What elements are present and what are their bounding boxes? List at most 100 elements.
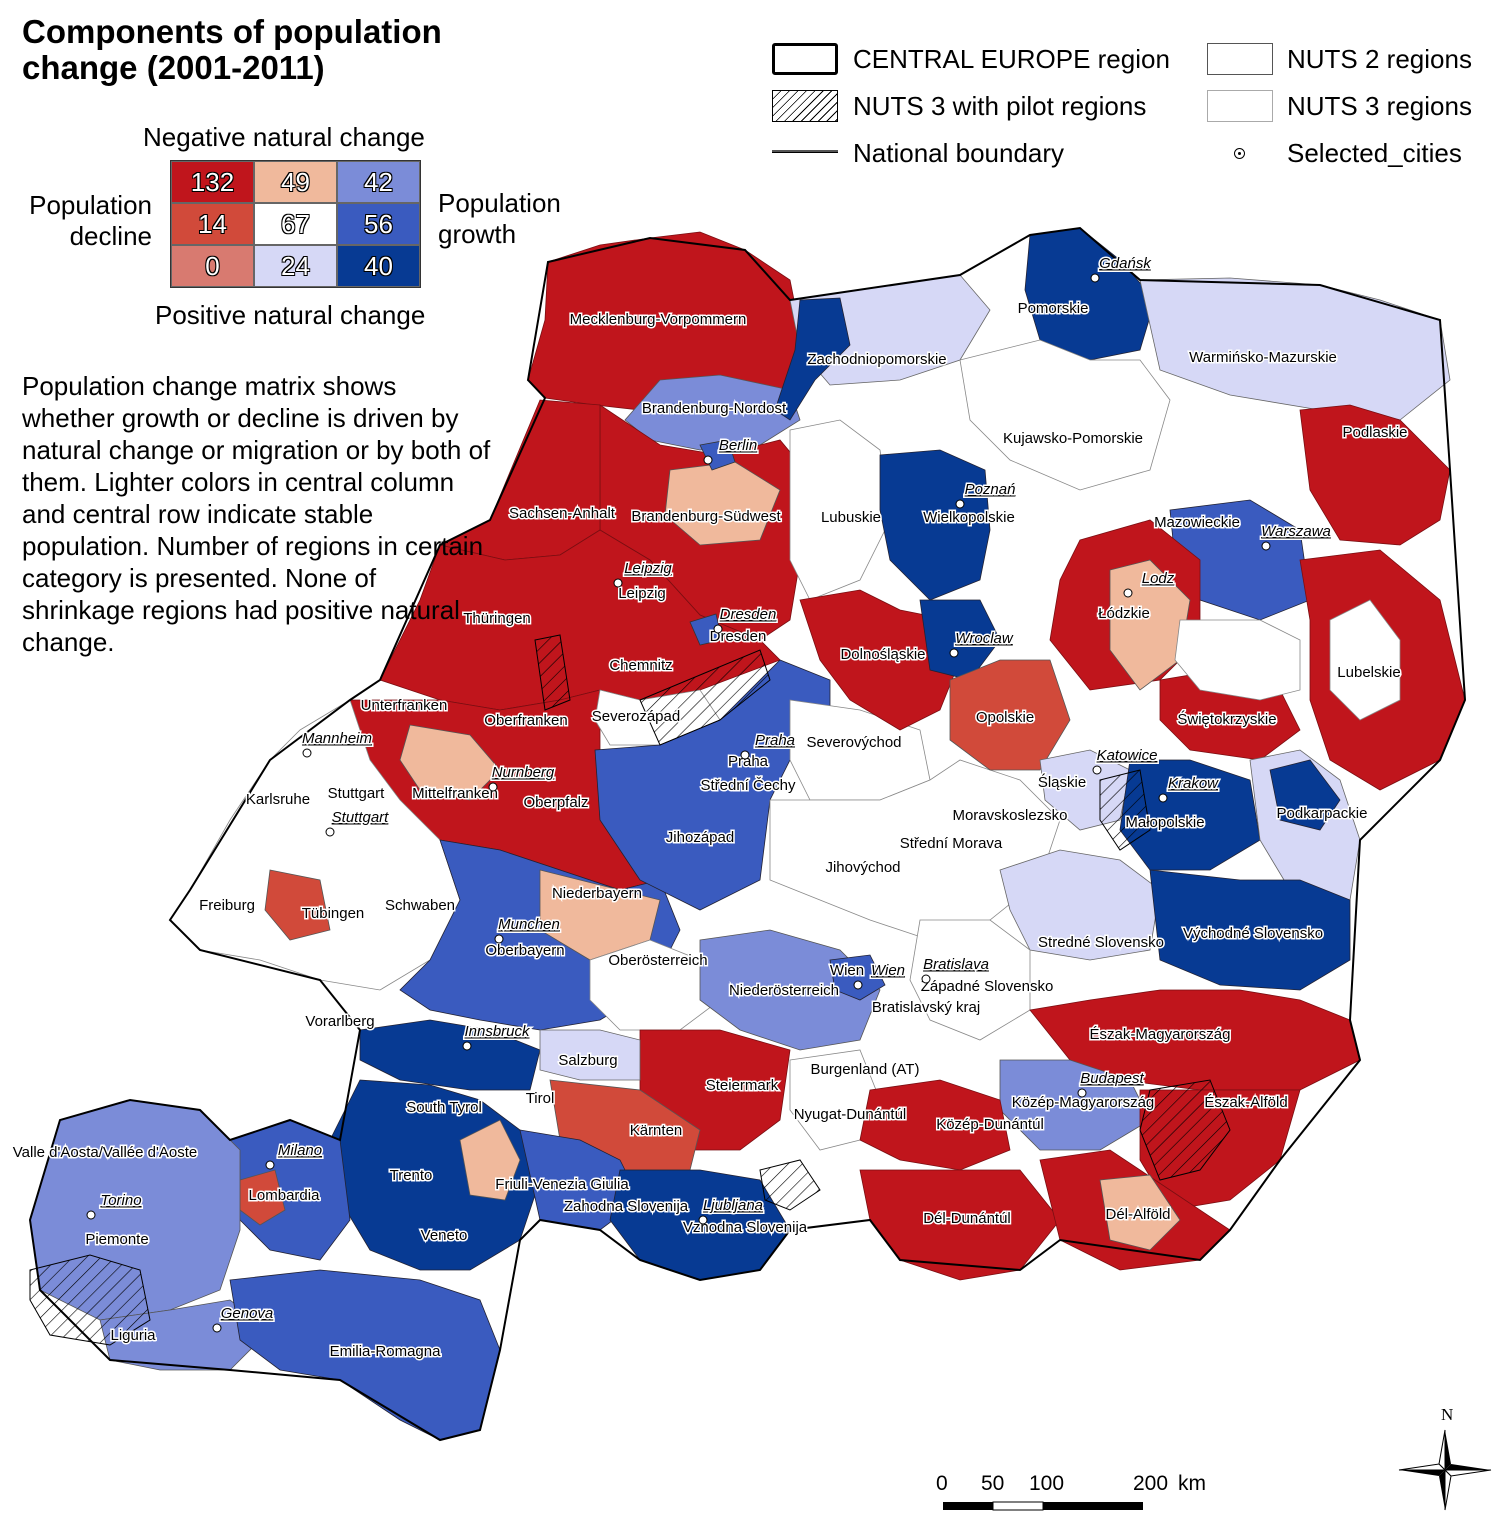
region-label: Unterfranken [361,697,448,714]
region-shape-tuebingen [264,869,331,941]
region-label: Dolnośląskie [840,646,925,663]
legend-boundary-line-icon [772,150,838,153]
city-dot-icon [713,624,723,634]
region-label: Trento [390,1167,433,1184]
region-label: Valle d'Aosta/Vallée d'Aoste [13,1144,197,1161]
region-label: Salzburg [558,1052,617,1069]
region-label: Niederbayern [552,885,642,902]
city-dot-icon [1234,148,1245,159]
region-label: Warmińsko-Mazurskie [1189,349,1337,366]
matrix-left-label: Population decline [29,190,152,251]
region-label: Dél-Dunántúl [923,1210,1011,1227]
title-line-2: change (2001-2011) [22,49,325,86]
region-label: Észak-Alföld [1204,1094,1287,1111]
region-label: Oberbayern [485,942,564,959]
region-label: Śląskie [1038,773,1086,791]
region-shape-dresden [689,613,723,646]
region-label: Liguria [110,1327,156,1344]
pilot-region-krakow-west [1099,769,1151,851]
city-dot-icon [1123,588,1133,598]
region-label: Sachsen-Anhalt [509,505,616,522]
legend-central-europe-swatch [772,43,838,75]
region-label: Brandenburg-Südwest [631,508,781,525]
region-shape-opolskie [949,659,1071,771]
region-label: Stuttgart [328,785,386,802]
region-label: Wien [830,962,864,979]
region-label: Emilia-Romagna [330,1343,442,1360]
city-dot-icon [613,578,623,588]
region-shape-oberoesterreich [589,939,721,1031]
region-shape-podlaskie [1299,404,1451,546]
region-label: Wielkopolskie [923,509,1015,526]
region-label: Mecklenburg-Vorpommern [570,311,747,328]
region-label: Észak-Magyarország [1090,1026,1231,1043]
population-change-matrix: 132 49 42 14 67 56 0 24 40 [170,160,421,288]
region-label: Zachodniopomorskie [807,351,946,368]
region-label: Tübingen [302,905,365,922]
region-label: Podkarpackie [1277,805,1368,822]
city-label: Mannheim [302,730,372,747]
region-label: Friuli-Venezia Giulia [495,1176,629,1193]
city-dot-icon [494,934,504,944]
region-label: Vzhodna Slovenija [683,1219,808,1236]
city-dot-icon [302,748,312,758]
legend-boundary-label: National boundary [853,138,1065,168]
region-label: Oberösterreich [608,952,707,969]
city-dot-icon [212,1323,222,1333]
region-label: Zahodna Slovenija [564,1198,689,1215]
scale-label-0: 0 [936,1472,948,1495]
matrix-cell: 40 [337,245,420,287]
city-label: Wroclaw [955,630,1014,647]
region-shape-mazowieckie-south [1174,619,1301,701]
scale-label-50: 50 [981,1472,1005,1495]
city-dot-icon [740,750,750,760]
region-label: Oberfranken [484,712,567,729]
city-dot-icon [265,1160,275,1170]
city-dot-icon [1090,273,1100,283]
city-label: Lodz [1142,570,1175,587]
region-label: Stredné Slovensko [1038,934,1164,951]
city-dot-icon [1158,793,1168,803]
region-label: Karlsruhe [246,791,310,808]
matrix-description: Population change matrix shows whether g… [22,371,491,657]
region-label: Tirol [526,1090,555,1107]
pilot-region-piemonte [29,1254,151,1346]
scale-label-unit: km [1178,1472,1206,1495]
city-label: Berlin [719,437,757,454]
matrix-cell: 49 [254,161,337,203]
region-shape-mittelfranken [399,724,501,801]
region-label: Thüringen [463,610,531,627]
city-dot-icon [703,455,713,465]
city-dot-icon [1077,1088,1087,1098]
region-shape-kozep-magyarorszag [999,1059,1151,1151]
region-label: Mittelfranken [412,785,498,802]
region-label: Freiburg [199,897,255,914]
city-label: Dresden [720,606,777,623]
city-label: Krakow [1168,775,1219,792]
region-label: Západné Slovensko [921,978,1054,995]
region-label: Severovýchod [806,734,901,751]
region-label: Leipzig [618,585,666,602]
city-label: Gdańsk [1099,255,1152,272]
region-label: Dél-Alföld [1105,1206,1170,1223]
title-line-1: Components of population [22,13,442,50]
matrix-bottom-label: Positive natural change [155,300,426,330]
city-label: Warszawa [1261,523,1331,540]
region-label: Steiermark [706,1077,779,1094]
city-label: Nurnberg [492,764,555,781]
region-shape-wroclaw [919,599,1001,681]
city-label: Poznań [965,481,1016,498]
matrix-cell: 67 [254,203,337,245]
city-label: Munchen [498,916,560,933]
city-dot-icon [86,1210,96,1220]
region-label: Małopolskie [1125,814,1204,831]
region-label: Střední Morava [900,835,1003,852]
region-label: Piemonte [85,1231,148,1248]
region-shape-zachodniopomorskie-blue [774,297,851,421]
legend-central-europe-label: CENTRAL EUROPE region [853,44,1170,74]
region-label: South Tyrol [406,1099,482,1116]
region-label: Niederösterreich [729,982,839,999]
region-shape-zapadne-slovensko [909,919,1031,1041]
region-label: Lubuskie [821,509,881,526]
city-dot-icon [1092,765,1102,775]
